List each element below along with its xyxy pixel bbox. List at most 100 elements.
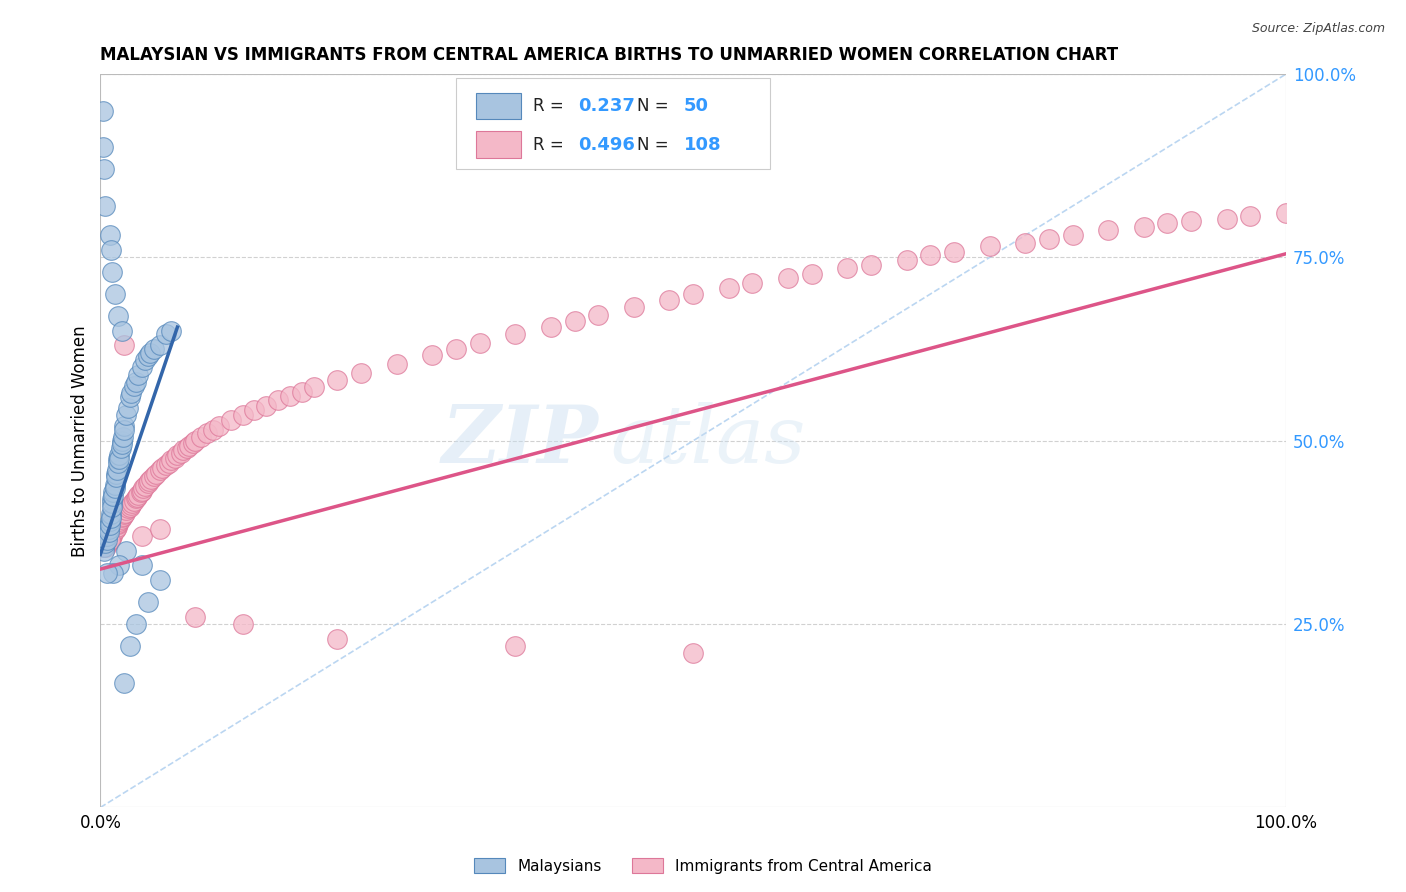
Point (127, 490, 149, 504)
Point (1275, 206, 1298, 220)
Point (98, 228, 121, 243)
Point (444, 342, 467, 356)
Point (112, 338, 135, 352)
Point (160, 324, 183, 338)
Point (100, 243, 122, 257)
Point (1239, 209, 1261, 223)
Point (170, 445, 193, 459)
Point (103, 566, 125, 580)
Point (96, 536, 118, 550)
Point (136, 476, 159, 491)
Point (101, 265, 124, 279)
Point (1062, 228, 1084, 243)
Point (107, 517, 129, 532)
Point (291, 384, 314, 399)
Point (131, 558, 153, 573)
Point (96, 529, 118, 543)
Point (93, 536, 115, 550)
Text: 0.237: 0.237 (578, 97, 636, 115)
Point (104, 522, 127, 536)
Point (741, 276, 763, 290)
Point (979, 239, 1001, 253)
Point (100, 510, 122, 524)
Point (103, 489, 125, 503)
Point (111, 510, 134, 524)
Point (942, 244, 965, 259)
Point (120, 386, 142, 401)
Point (111, 430, 134, 444)
Point (96, 566, 118, 580)
Point (1180, 214, 1202, 228)
Point (160, 453, 183, 467)
Point (350, 367, 373, 381)
Point (93, 540, 115, 554)
Point (105, 463, 128, 477)
Text: N =: N = (637, 136, 675, 153)
Point (96, 536, 118, 550)
Point (190, 430, 212, 444)
Point (468, 336, 491, 351)
Point (98, 515, 121, 529)
Point (232, 408, 254, 422)
Point (278, 389, 301, 403)
Point (588, 308, 610, 322)
Text: 0.496: 0.496 (578, 136, 636, 153)
Point (103, 287, 125, 301)
Point (131, 360, 153, 375)
Point (920, 248, 942, 262)
Point (108, 515, 131, 529)
Point (101, 492, 124, 507)
Point (142, 342, 165, 356)
Point (682, 287, 704, 301)
Point (96, 536, 118, 550)
Point (104, 470, 127, 484)
Y-axis label: Births to Unmarried Women: Births to Unmarried Women (72, 325, 89, 557)
Point (181, 436, 204, 450)
Point (91, 103, 114, 118)
Point (149, 522, 172, 536)
Point (117, 501, 139, 516)
Legend: Malaysians, Immigrants from Central America: Malaysians, Immigrants from Central Amer… (468, 852, 938, 880)
Point (623, 301, 645, 315)
Point (129, 485, 152, 500)
Point (540, 320, 562, 334)
FancyBboxPatch shape (477, 131, 522, 158)
Point (131, 529, 153, 543)
Point (125, 375, 148, 389)
FancyBboxPatch shape (456, 78, 770, 169)
Point (107, 516, 129, 530)
Point (219, 413, 242, 427)
Point (96, 529, 118, 543)
Point (103, 523, 125, 537)
Point (201, 423, 224, 437)
Text: 108: 108 (683, 136, 721, 153)
Point (111, 324, 134, 338)
Point (97, 525, 120, 540)
Point (101, 500, 124, 514)
Point (98, 518, 121, 533)
Point (104, 467, 127, 481)
Point (111, 434, 134, 448)
Point (108, 558, 131, 573)
Point (243, 403, 266, 417)
Text: 50: 50 (683, 97, 709, 115)
Point (96, 540, 118, 554)
Text: R =: R = (533, 97, 569, 115)
Point (138, 474, 160, 488)
Point (385, 357, 408, 371)
Point (503, 639, 526, 653)
Point (267, 393, 290, 408)
Point (1097, 223, 1119, 237)
Point (166, 449, 188, 463)
Point (103, 525, 125, 540)
Point (115, 408, 138, 422)
Point (179, 439, 201, 453)
Point (101, 527, 124, 541)
Point (149, 463, 172, 477)
Text: ZIP: ZIP (441, 402, 599, 480)
Point (800, 267, 823, 281)
Point (127, 488, 149, 502)
Point (136, 595, 159, 609)
Point (131, 483, 153, 498)
Point (105, 519, 128, 533)
